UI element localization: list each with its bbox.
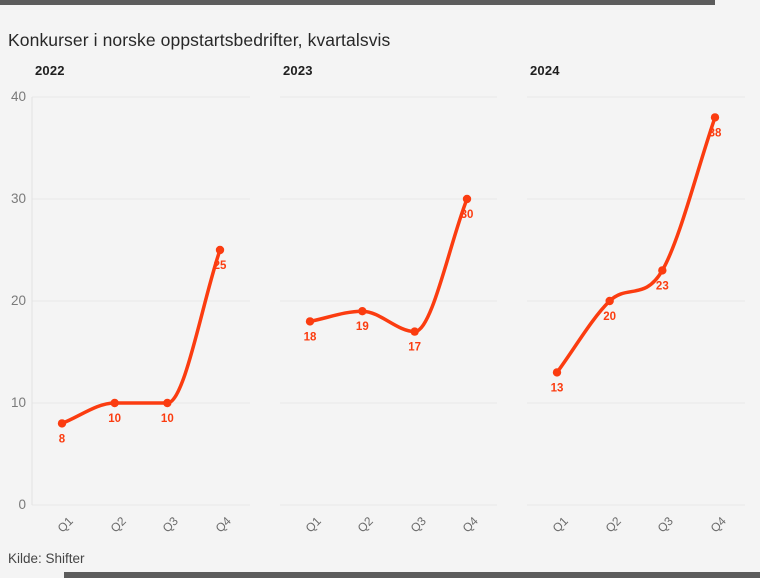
data-point	[215, 245, 225, 255]
data-point-label: 25	[214, 260, 227, 272]
panel-year-label: 2024	[530, 63, 560, 78]
data-point	[305, 317, 315, 326]
data-point	[358, 307, 367, 316]
data-point	[410, 327, 419, 336]
data-point-label: 30	[461, 209, 474, 221]
data-point	[163, 398, 172, 408]
y-axis-tick-label: 0	[18, 497, 26, 512]
data-point-label: 18	[304, 331, 317, 343]
data-point-label: 17	[408, 342, 421, 354]
data-point-label: 19	[356, 321, 369, 333]
data-point	[57, 419, 67, 428]
window-top-bar	[0, 0, 715, 5]
data-point	[552, 368, 562, 377]
series-line	[308, 197, 469, 334]
data-point-label: 10	[108, 413, 121, 425]
data-point	[110, 398, 119, 408]
data-point-label: 13	[551, 382, 564, 394]
data-point	[710, 113, 720, 122]
data-point-label: 10	[161, 413, 174, 425]
y-axis-tick-label: 40	[10, 89, 26, 104]
y-axis-tick-label: 20	[10, 293, 26, 308]
series-line	[555, 115, 717, 375]
source-note: Kilde: Shifter	[8, 551, 85, 566]
y-axis-tick-label: 30	[10, 191, 26, 206]
panel-year-label: 2023	[283, 63, 313, 78]
panel-year-label: 2022	[35, 63, 65, 78]
chart-title: Konkurser i norske oppstartsbedrifter, k…	[8, 30, 391, 50]
data-point-label: 8	[59, 433, 66, 445]
series-line	[60, 248, 222, 426]
data-point	[462, 194, 472, 204]
y-axis-tick-label: 10	[10, 395, 26, 410]
data-point-label: 38	[709, 127, 722, 139]
data-point	[605, 296, 614, 306]
data-point-label: 20	[603, 311, 616, 323]
window-bottom-bar	[64, 572, 760, 578]
data-point-label: 23	[656, 280, 669, 292]
data-point	[658, 266, 667, 275]
